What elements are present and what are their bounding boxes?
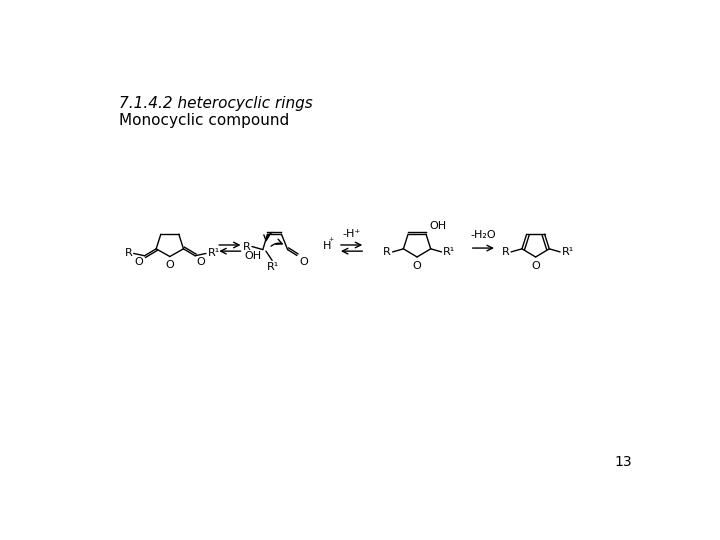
Text: R: R (125, 248, 132, 259)
Text: R: R (383, 247, 391, 257)
Text: O: O (413, 261, 421, 271)
Text: O: O (166, 260, 174, 271)
Text: O: O (300, 257, 308, 267)
Text: R¹: R¹ (562, 247, 574, 257)
Text: OH: OH (429, 221, 446, 231)
Text: O: O (134, 257, 143, 267)
Text: OH: OH (244, 251, 261, 261)
Text: R: R (502, 247, 510, 257)
Text: R¹: R¹ (267, 262, 279, 272)
Text: 7.1.4.2 heterocyclic rings: 7.1.4.2 heterocyclic rings (120, 96, 313, 111)
Text: R: R (243, 241, 251, 252)
Text: O: O (197, 257, 205, 267)
Text: ⁺: ⁺ (328, 237, 333, 247)
Text: H: H (323, 241, 331, 251)
Text: -H₂O: -H₂O (470, 231, 496, 240)
Text: -H⁺: -H⁺ (343, 229, 361, 239)
Text: R¹: R¹ (207, 248, 220, 259)
Text: R¹: R¹ (443, 247, 455, 257)
Text: Monocyclic compound: Monocyclic compound (120, 112, 289, 127)
Text: O: O (531, 261, 540, 271)
Text: 13: 13 (615, 455, 632, 469)
